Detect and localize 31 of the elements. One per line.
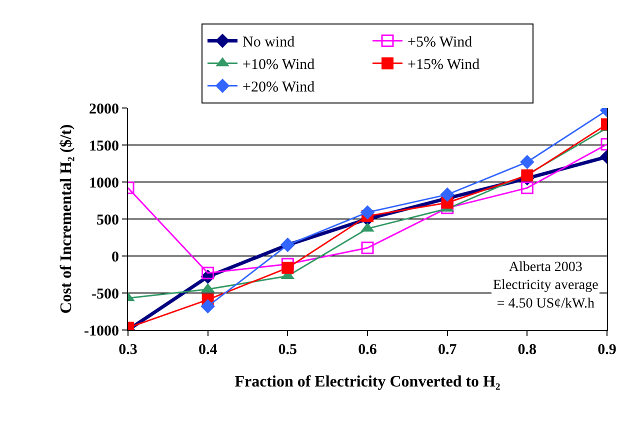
x-tick-label: 0.7: [438, 342, 458, 358]
annotation: Alberta 2003 Electricity average = 4.50 US¢/kW.h: [493, 260, 598, 312]
y-axis-title: Cost of Incremental H₂ ($/t): [58, 124, 75, 314]
x-tick-label: 0.4: [198, 342, 218, 358]
x-tick-label: 0.6: [358, 342, 378, 358]
point: [440, 187, 454, 202]
y-tick-label: -500: [92, 286, 119, 302]
point: [361, 242, 374, 254]
legend-label: +5% Wind: [408, 34, 473, 51]
x-tick-label: 0.8: [518, 342, 537, 358]
point: [520, 182, 534, 194]
x-tick-label: 0.9: [598, 342, 616, 358]
y-tick-label: 0: [112, 249, 119, 266]
point: [200, 299, 215, 314]
y-tick-label: 1500: [89, 138, 119, 154]
x-axis-title: Fraction of Electricity Converted to H₂: [234, 374, 500, 391]
point: [282, 262, 294, 274]
legend-label: +20% Wind: [242, 80, 316, 96]
point: [202, 266, 214, 280]
point: [360, 205, 375, 220]
point: [521, 169, 534, 182]
legend-label: No wind: [242, 34, 296, 51]
legend-label: +10% Wind: [242, 57, 316, 74]
y-tick-label: -1000: [84, 323, 119, 340]
x-tick-label: 0.5: [278, 342, 298, 358]
legend-label: +15% Wind: [408, 57, 480, 74]
x-tick-label: 0.3: [118, 342, 138, 358]
point: [520, 154, 534, 170]
y-tick-label: 1000: [89, 175, 119, 192]
y-tick-label: 500: [96, 212, 119, 228]
y-tick-label: 2000: [89, 101, 119, 118]
